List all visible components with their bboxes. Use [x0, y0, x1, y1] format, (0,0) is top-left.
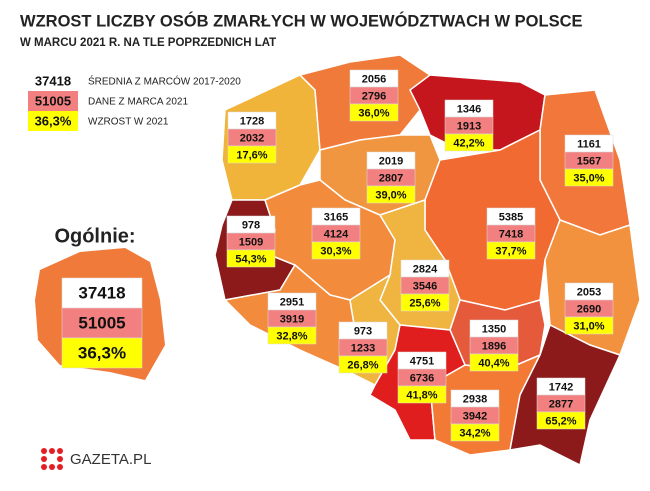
legend-swatch: [28, 111, 78, 131]
logo-dot: [49, 464, 55, 470]
value-text: 41,8%: [406, 389, 437, 401]
value-box: [450, 423, 500, 442]
logo: GAZETA.PL: [41, 448, 151, 470]
value-text: 7418: [499, 228, 523, 240]
value-text: 978: [242, 219, 260, 231]
legend-swatch: [28, 91, 78, 111]
value-text: 34,2%: [459, 427, 490, 439]
overall-label: Ogólnie:: [54, 225, 135, 247]
value-text: 51005: [78, 313, 125, 332]
logo-dot: [41, 464, 47, 470]
legend-swatch: [28, 71, 78, 91]
value-text: 5385: [499, 211, 523, 223]
value-text: 1742: [549, 381, 573, 393]
value-text: 30,3%: [320, 245, 351, 257]
logo-text: GAZETA.PL: [70, 451, 151, 468]
value-box: [564, 168, 614, 187]
value-box: [311, 241, 361, 260]
value-text: 54,3%: [235, 253, 266, 265]
value-text: 31,0%: [573, 320, 604, 332]
value-box: [61, 337, 143, 369]
value-text: 2032: [240, 132, 264, 144]
value-box: [564, 316, 614, 335]
legend-label: WZROST W 2021: [88, 117, 169, 128]
logo-dot: [57, 464, 63, 470]
value-box: [469, 353, 519, 372]
value-text: 1896: [482, 340, 506, 352]
value-text: 4751: [410, 355, 434, 367]
value-text: 2019: [379, 155, 403, 167]
value-text: 6736: [410, 372, 434, 384]
legend-label: ŚREDNIA Z MARCÓW 2017-2020: [88, 75, 241, 88]
value-text: 1346: [457, 103, 481, 115]
value-text: 1233: [351, 342, 375, 354]
value-text: 35,0%: [573, 172, 604, 184]
value-box: [61, 277, 143, 309]
value-box: [61, 307, 143, 339]
value-text: 2796: [362, 90, 386, 102]
legend-sample: 51005: [35, 93, 71, 108]
value-text: 1350: [482, 323, 506, 335]
logo-dot: [57, 456, 63, 462]
value-text: 3165: [324, 211, 348, 223]
value-text: 3919: [280, 313, 304, 325]
value-text: 32,8%: [276, 330, 307, 342]
logo-dot: [49, 448, 55, 454]
value-text: 2807: [379, 172, 403, 184]
logo-dot: [41, 456, 47, 462]
value-box: [349, 103, 399, 122]
value-box: [227, 145, 277, 164]
value-text: 2951: [280, 296, 304, 308]
value-text: 39,0%: [375, 189, 406, 201]
value-text: 3546: [413, 280, 437, 292]
value-box: [400, 293, 450, 312]
legend-sample: 37418: [35, 73, 71, 88]
value-box: [536, 411, 586, 430]
value-text: 2824: [413, 263, 438, 275]
value-text: 40,4%: [478, 357, 509, 369]
value-text: 4124: [324, 228, 349, 240]
value-text: 1913: [457, 120, 481, 132]
value-text: 25,6%: [409, 297, 440, 309]
value-text: 26,8%: [347, 359, 378, 371]
value-text: 1161: [577, 138, 601, 150]
value-text: 1567: [577, 155, 601, 167]
value-text: 65,2%: [545, 415, 576, 427]
value-box: [444, 133, 494, 152]
value-text: 1509: [239, 236, 263, 248]
legend-sample: 36,3%: [35, 113, 72, 128]
logo-dot: [41, 448, 47, 454]
legend-label: DANE Z MARCA 2021: [88, 97, 188, 108]
title: WZROST LICZBY OSÓB ZMARŁYCH W WOJEWÓDZTW…: [20, 11, 583, 30]
value-text: 42,2%: [453, 137, 484, 149]
value-text: 2053: [577, 286, 601, 298]
value-text: 36,0%: [358, 107, 389, 119]
value-text: 3942: [463, 410, 487, 422]
value-text: 2877: [549, 398, 573, 410]
value-text: 37418: [78, 283, 125, 302]
logo-dot: [57, 448, 63, 454]
value-box: [366, 185, 416, 204]
value-text: 973: [354, 325, 372, 337]
value-text: 36,3%: [78, 343, 126, 362]
subtitle: W MARCU 2021 R. NA TLE POPRZEDNICH LAT: [20, 37, 276, 49]
value-text: 37,7%: [495, 245, 526, 257]
value-text: 2690: [577, 303, 601, 315]
value-text: 2056: [362, 73, 386, 85]
value-box: [267, 326, 317, 345]
value-text: 2938: [463, 393, 487, 405]
value-box: [486, 241, 536, 260]
value-text: 17,6%: [236, 149, 267, 161]
value-box: [226, 249, 276, 268]
value-box: [338, 355, 388, 374]
value-box: [397, 385, 447, 404]
value-text: 1728: [240, 115, 264, 127]
